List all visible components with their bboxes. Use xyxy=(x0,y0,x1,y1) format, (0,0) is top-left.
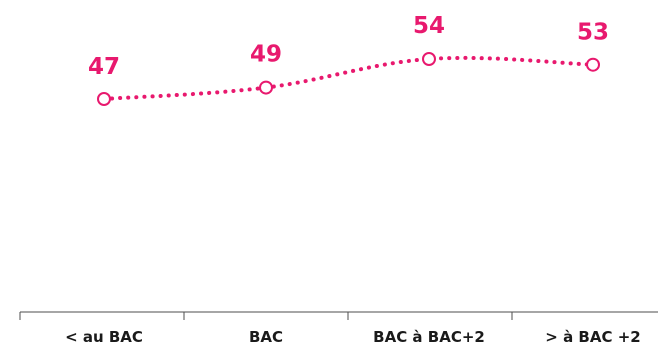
x-tick-label: BAC à BAC+2 xyxy=(373,328,485,346)
data-point xyxy=(422,52,436,66)
data-label: 53 xyxy=(577,20,609,46)
data-label: 47 xyxy=(88,54,120,80)
data-point xyxy=(259,80,273,95)
x-tick-label: > à BAC +2 xyxy=(545,328,640,346)
series-layer xyxy=(97,52,600,106)
data-label: 54 xyxy=(413,13,445,39)
x-tick-label: < au BAC xyxy=(65,328,143,346)
data-point xyxy=(586,57,600,72)
x-tick-label: BAC xyxy=(249,328,283,346)
label-layer: 47 49 54 53 xyxy=(88,13,609,80)
data-label: 49 xyxy=(250,42,282,68)
data-point xyxy=(97,92,111,106)
series-line xyxy=(102,55,595,101)
x-axis: < au BAC BAC BAC à BAC+2 > à BAC +2 xyxy=(19,311,658,346)
